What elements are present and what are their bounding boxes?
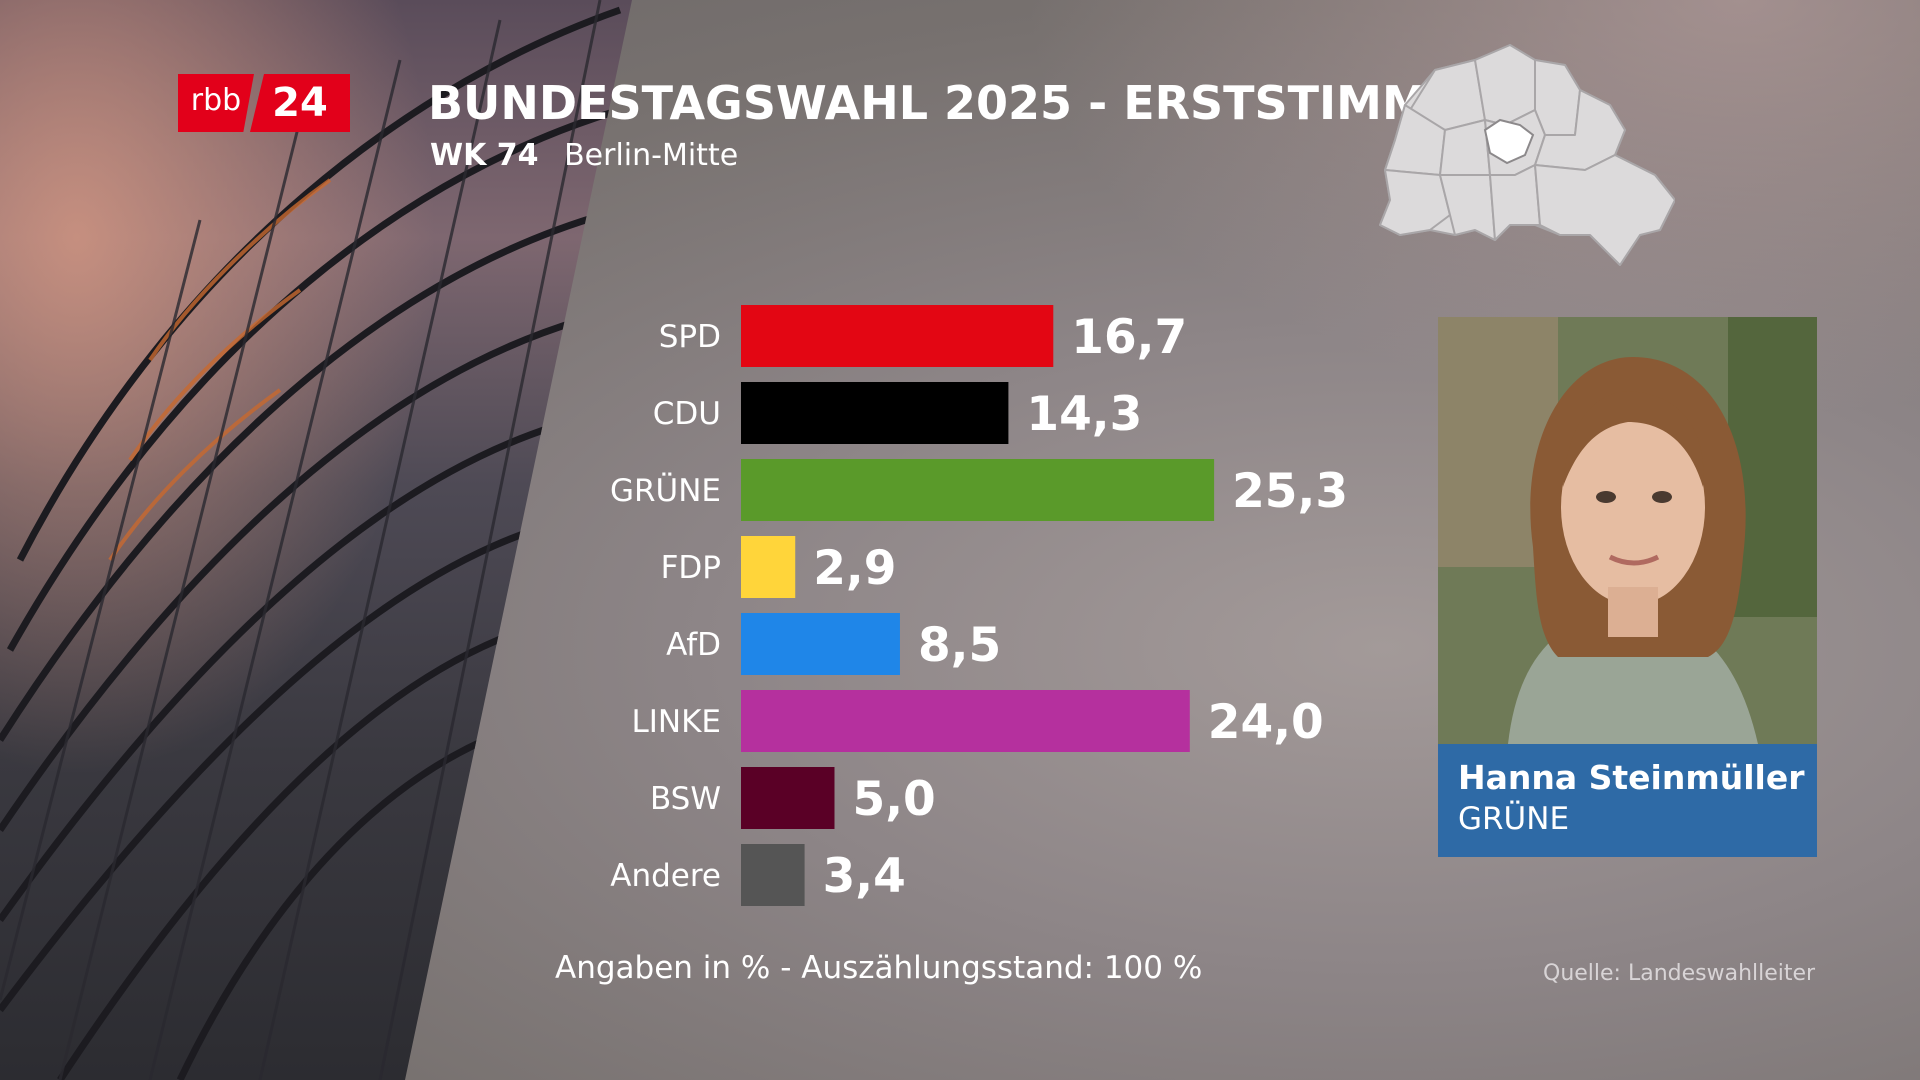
logo-rbb: rbb — [178, 74, 254, 132]
page-title: BUNDESTAGSWAHL 2025 - ERSTSTIMMEN — [428, 76, 1498, 130]
candidate-name: Hanna Steinmüller — [1458, 758, 1805, 797]
candidate-nameplate: Hanna Steinmüller GRÜNE — [1438, 744, 1817, 857]
bar-value-label: 24,0 — [1208, 695, 1324, 750]
berlin-district-map — [1379, 44, 1675, 266]
bar-afd — [741, 613, 900, 675]
rbb24-logo: rbb 24 — [178, 74, 350, 132]
bar-label: CDU — [653, 396, 721, 432]
bar-label: BSW — [650, 781, 721, 817]
candidate-portrait — [1438, 317, 1817, 744]
bar-label: GRÜNE — [610, 472, 721, 509]
bar-label: AfD — [666, 627, 721, 663]
bar-label: FDP — [661, 550, 721, 586]
source-credit: Quelle: Landeswahlleiter — [1543, 961, 1816, 986]
district-subtitle: WK 74 Berlin-Mitte — [430, 138, 738, 173]
bar-value-label: 25,3 — [1232, 464, 1348, 519]
logo-24: 24 — [250, 74, 350, 132]
berlin-mitte-highlight — [1483, 118, 1535, 165]
count-status-note: Angaben in % - Auszählungsstand: 100 % — [555, 950, 1203, 986]
winning-candidate-card: Hanna Steinmüller GRÜNE — [1438, 317, 1817, 857]
bar-value-label: 3,4 — [823, 849, 906, 904]
bar-bsw — [741, 767, 835, 829]
bar-value-label: 14,3 — [1026, 387, 1142, 442]
bar-label: LINKE — [631, 704, 721, 740]
bar-label: Andere — [610, 858, 721, 894]
candidate-party: GRÜNE — [1458, 801, 1570, 837]
district-code: WK 74 — [430, 138, 539, 173]
bar-linke — [741, 690, 1190, 752]
bar-value-label: 16,7 — [1071, 310, 1187, 365]
bar-fdp — [741, 536, 796, 598]
results-bar-chart: SPD 16,7 CDU 14,3 GRÜNE 25,3 FDP 2,9 AfD 8,5 LINKE… — [610, 305, 1348, 906]
bar-value-label: 2,9 — [813, 541, 896, 596]
bar-label: SPD — [659, 319, 721, 355]
bar-value-label: 8,5 — [918, 618, 1001, 673]
bar-cdu — [741, 382, 1009, 444]
bar-andere — [741, 844, 805, 906]
bar-value-label: 5,0 — [853, 772, 936, 827]
bar-grüne — [741, 459, 1215, 521]
district-name: Berlin-Mitte — [564, 138, 739, 173]
bar-spd — [741, 305, 1054, 367]
